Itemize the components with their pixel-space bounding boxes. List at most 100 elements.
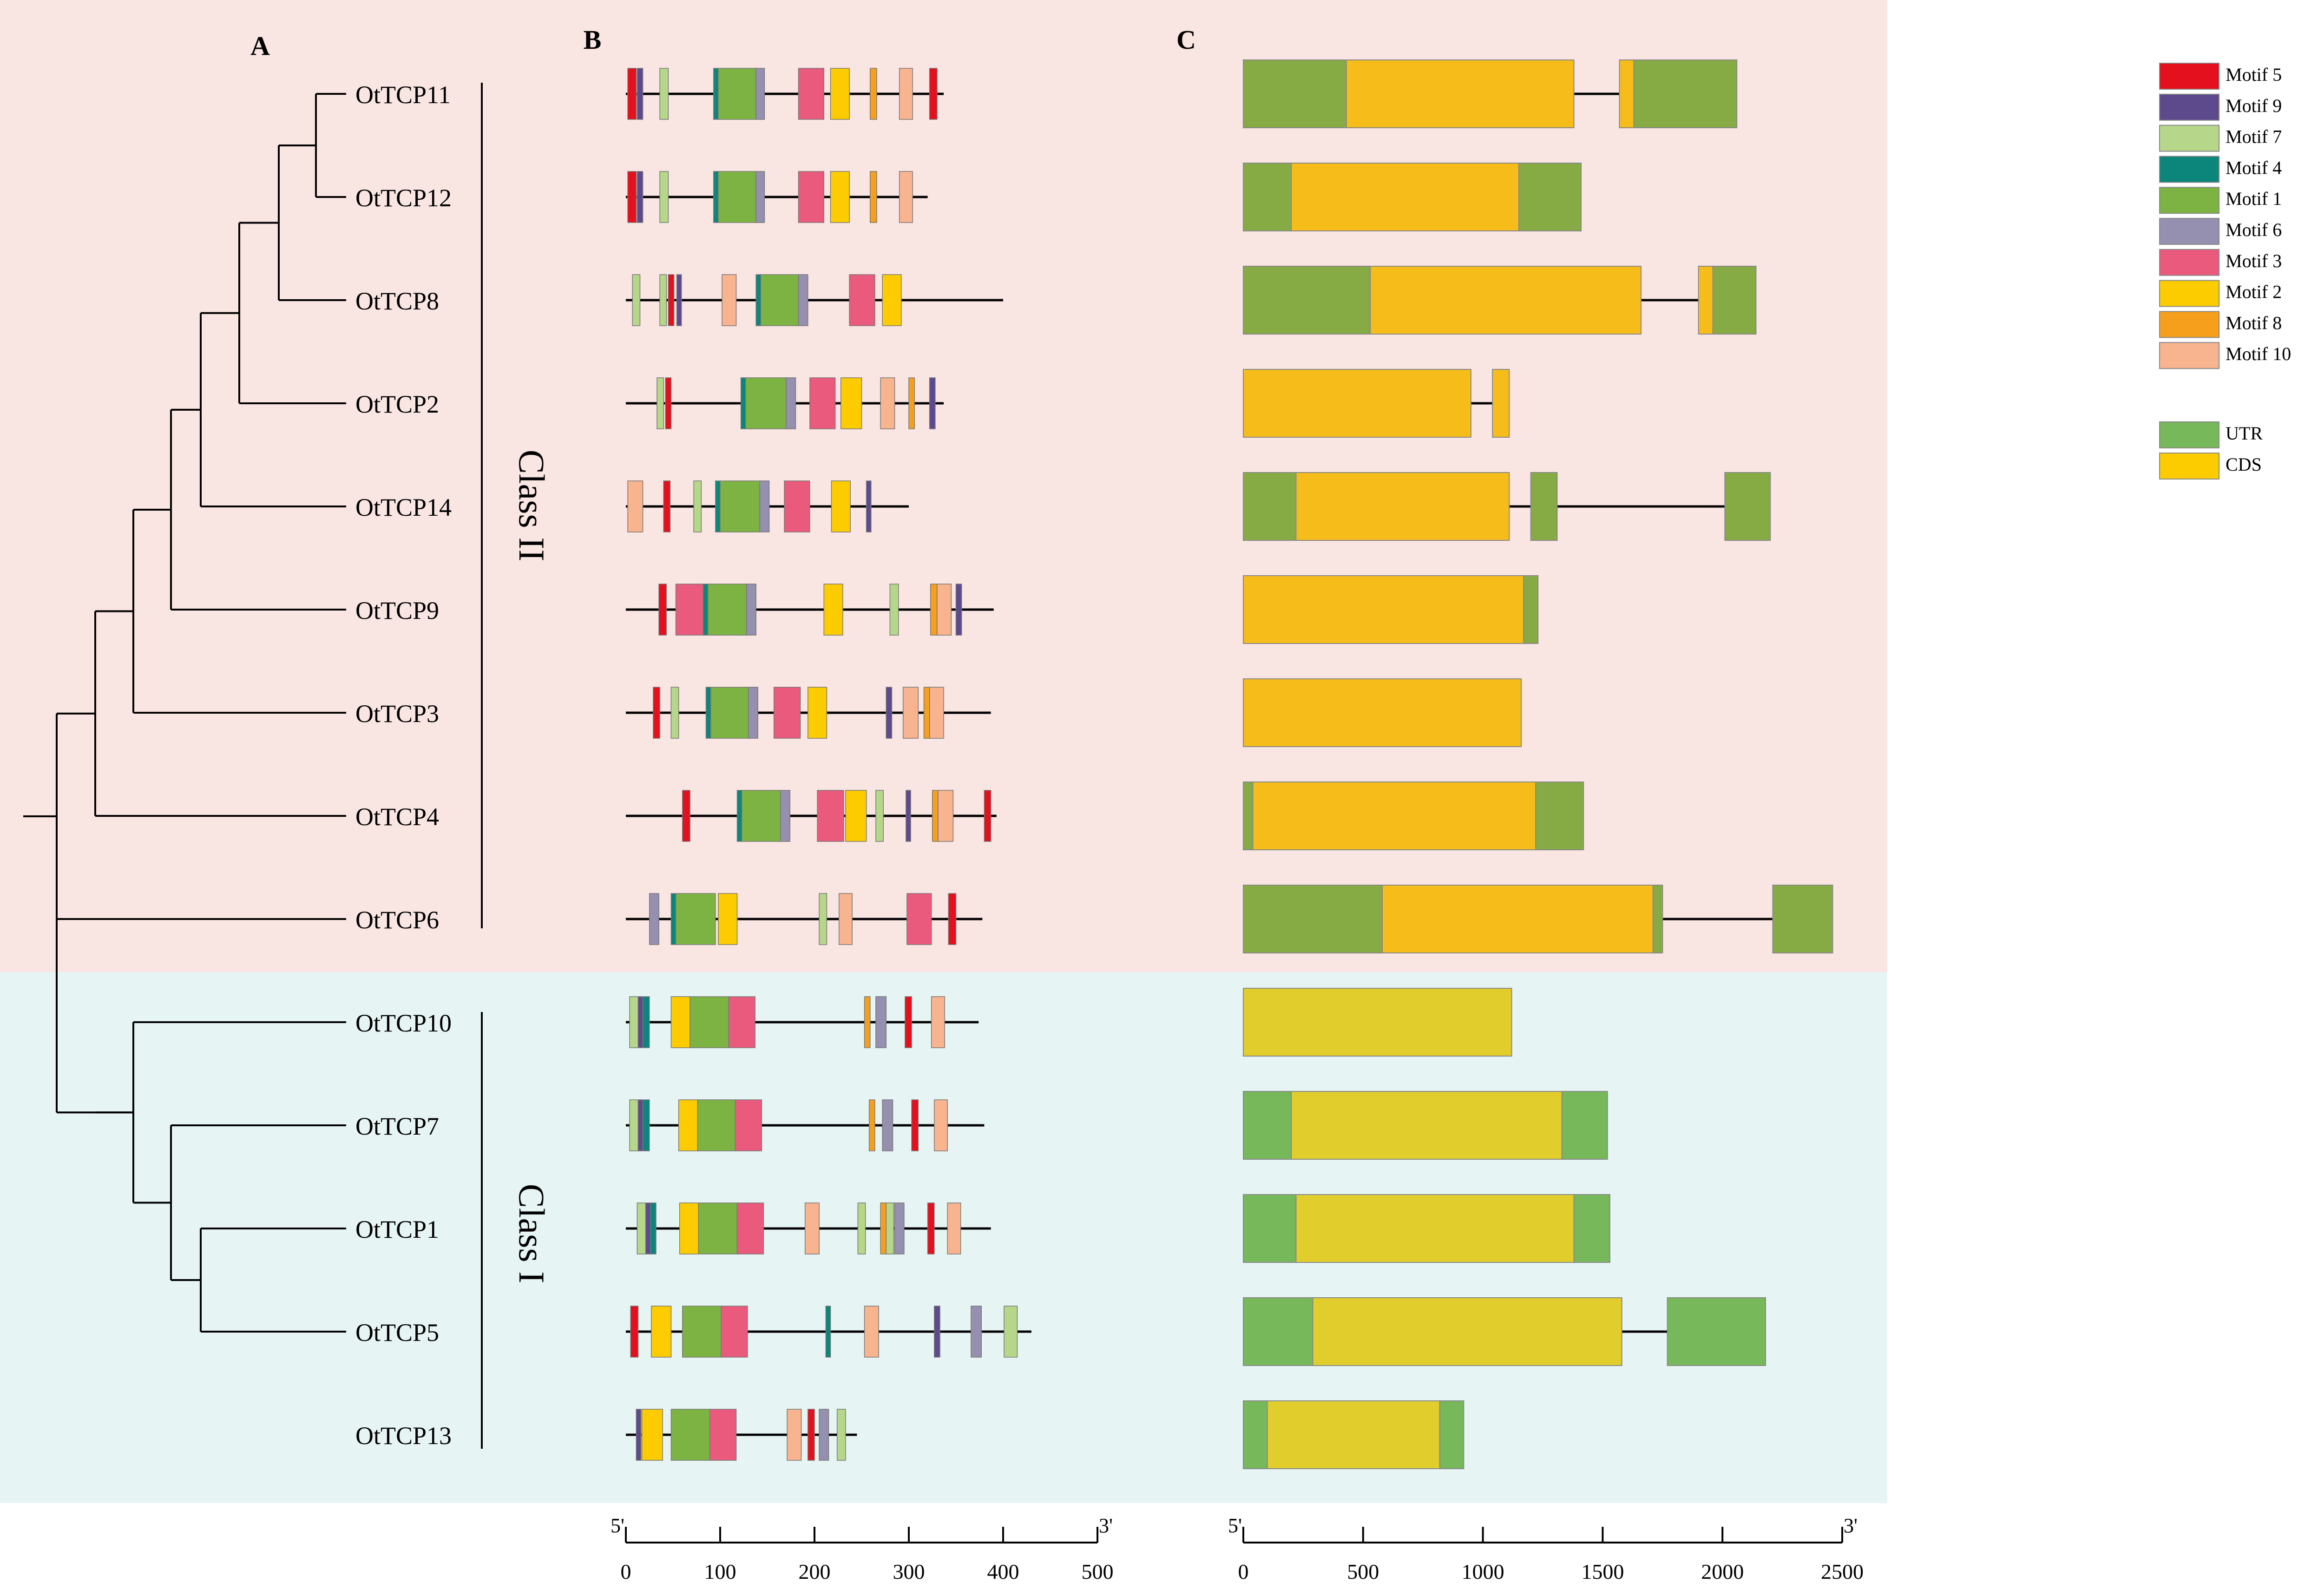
utr-segment (1243, 1297, 1313, 1366)
motif-5-box (682, 790, 690, 842)
motif-4-box (736, 790, 742, 842)
panel-label-c: C (1176, 25, 1196, 55)
motif-8-box (932, 790, 939, 842)
motif-3-box (784, 480, 810, 532)
utr-segment (1724, 472, 1771, 541)
motif-6-box (819, 1409, 829, 1461)
motif-2-box (882, 274, 902, 326)
legend-swatch-m9 (2159, 93, 2220, 121)
gene-label-ottcp5: OtTCP5 (355, 1319, 439, 1346)
panel-label-a: A (250, 31, 270, 61)
utr-segment (1667, 1297, 1767, 1366)
gene-label-ottcp1: OtTCP1 (355, 1215, 439, 1243)
motif-5-box (911, 1099, 919, 1151)
motif-panel (626, 68, 1031, 1461)
motif-2-box (718, 893, 738, 945)
utr-segment (1518, 163, 1582, 231)
motif-10-box (929, 687, 944, 739)
motif-6-box (748, 687, 758, 739)
gene-label-ottcp9: OtTCP9 (355, 597, 439, 624)
motif-3-box (735, 1099, 762, 1151)
utr-segment (1243, 1091, 1292, 1160)
motif-10-box (880, 377, 895, 429)
legend-swatch-m7 (2159, 125, 2220, 152)
motif-5-box (663, 480, 671, 532)
motif-1-box (682, 1306, 722, 1358)
motif-3-box (817, 790, 844, 842)
motif-5-box (984, 790, 992, 842)
motif-1-box (675, 893, 716, 945)
scale-b-tick-label: 400 (987, 1560, 1019, 1583)
motif-9-box (637, 171, 644, 223)
utr-segment (1243, 1400, 1268, 1469)
scale-b-tick-label: 500 (1082, 1560, 1114, 1583)
motif-8-box (864, 996, 871, 1048)
motif-5-box (905, 996, 912, 1048)
motif-10-box (627, 480, 644, 532)
motif-6-box (780, 790, 790, 842)
motif-8-box (908, 377, 915, 429)
motif-9-box (929, 377, 936, 429)
scale-b-tick-label: 300 (893, 1560, 925, 1583)
cds-segment (1291, 163, 1519, 231)
motif-8-box (870, 171, 877, 223)
legend-swatch-m1 (2159, 187, 2220, 214)
motif-3-box (773, 687, 801, 739)
motif-6-box (894, 1202, 905, 1254)
motif-10-box (947, 1202, 961, 1254)
scale-axes: 0 100 200 300 400 500 5' 3' 0 500 1000 1500 2000 2500… (611, 1514, 1864, 1583)
motif-9-box (637, 996, 644, 1048)
motif-9-box (676, 274, 682, 326)
motif-7-box (836, 1409, 846, 1461)
motif-7-box (629, 1099, 639, 1151)
legend-label-m5: Motif 5 (2226, 64, 2282, 85)
cds-segment (1382, 885, 1654, 953)
gene-label-ottcp3: OtTCP3 (355, 700, 439, 728)
legend-swatch-m5 (2159, 63, 2220, 90)
motif-8-box (930, 584, 938, 636)
motif-9-box (955, 584, 962, 636)
motif-1-box (707, 584, 747, 636)
motif-3-box (709, 1409, 737, 1461)
motif-2-box (808, 687, 827, 739)
motif-9-box (637, 1099, 644, 1151)
motif-1-box (741, 790, 781, 842)
motif-6-box (649, 893, 659, 945)
legend-label-m9: Motif 9 (2226, 95, 2282, 116)
scale-c-tick-label: 0 (1238, 1560, 1249, 1583)
legend-swatch-utr (2159, 421, 2220, 448)
scale-b-tick-label: 100 (704, 1560, 736, 1583)
motif-6-box (746, 584, 756, 636)
motif-4-box (825, 1306, 831, 1358)
motif-7-box (659, 274, 667, 326)
utr-segment (1561, 1091, 1608, 1160)
motif-4-box (670, 893, 676, 945)
motif-7-box (857, 1202, 866, 1254)
scale-c-three-prime: 3' (1844, 1514, 1858, 1537)
motif-7-box (637, 1202, 646, 1254)
motif-9-box (906, 790, 911, 842)
motif-8-box (923, 687, 930, 739)
motif-1-box (710, 687, 749, 739)
motif-6-box (755, 171, 765, 223)
motif-7-box (693, 480, 702, 532)
motif-5-box (927, 1202, 935, 1254)
utr-segment (1573, 1194, 1610, 1263)
utr-segment (1243, 885, 1383, 953)
cds-segment (1295, 1194, 1575, 1263)
motif-4-box (650, 1202, 657, 1254)
legend-label-m10: Motif 10 (2226, 343, 2291, 364)
cds-segment (1243, 369, 1471, 438)
utr-segment (1652, 885, 1663, 953)
motif-3-box (675, 584, 704, 636)
motif-7-box (1004, 1306, 1018, 1358)
legend-swatch-m4 (2159, 156, 2220, 183)
utr-segment (1712, 266, 1757, 335)
gene-label-ottcp14: OtTCP14 (355, 493, 452, 521)
motif-10-box (804, 1202, 820, 1254)
cds-segment (1243, 678, 1522, 747)
motif-7-box (875, 790, 884, 842)
gene-label-ottcp7: OtTCP7 (355, 1112, 439, 1140)
motif-3-box (849, 274, 875, 326)
motif-5-box (668, 274, 675, 326)
